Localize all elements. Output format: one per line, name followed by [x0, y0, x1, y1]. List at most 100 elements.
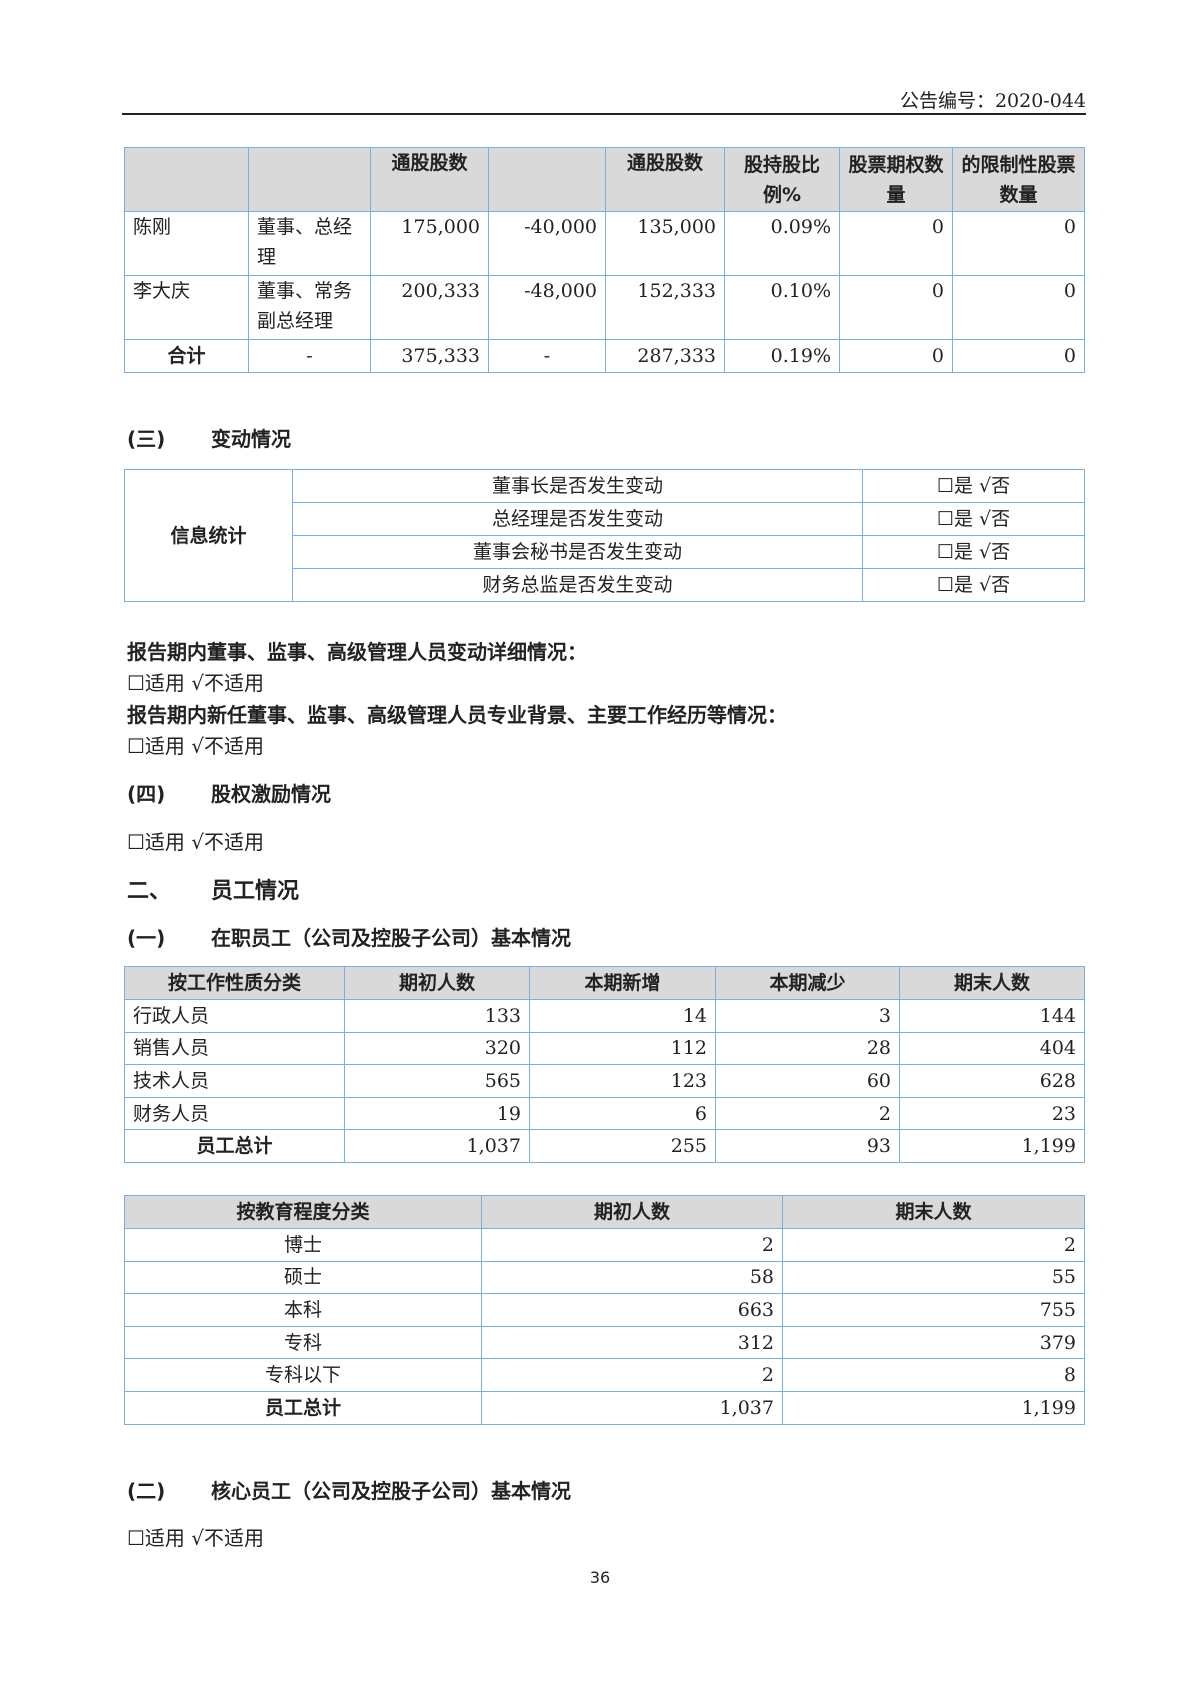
- applicability: ☐适用 √不适用: [127, 830, 265, 854]
- cell: 123: [529, 1064, 716, 1098]
- cell: 23: [899, 1096, 1085, 1131]
- cell: 李大庆: [124, 275, 249, 340]
- section-heading: (二) 核心员工（公司及控股子公司）基本情况: [127, 1475, 571, 1504]
- cell: 合计: [124, 339, 249, 373]
- col-header: 按工作性质分类: [124, 966, 345, 1000]
- cell: 375,333: [370, 339, 489, 373]
- section-number: (四): [127, 782, 166, 806]
- announcement-number: 公告编号：2020-044: [899, 90, 1086, 112]
- table-row: 信息统计 董事长是否发生变动 ☐是 √否: [124, 469, 1085, 602]
- cell: 3: [715, 999, 900, 1033]
- cell: 0: [952, 339, 1085, 373]
- cell: 2: [782, 1228, 1085, 1262]
- table-row: 行政人员 133 14 3 144: [124, 999, 1085, 1033]
- cell: 628: [899, 1064, 1085, 1098]
- table-row: 总经理是否发生变动 ☐是 √否: [125, 502, 1085, 536]
- table-header-row: 按教育程度分类 期初人数 期末人数: [124, 1195, 1085, 1229]
- cell: 总经理是否发生变动: [292, 502, 863, 536]
- cell: 董事、常务副总经理: [248, 275, 371, 340]
- cell: 0: [839, 339, 953, 373]
- education-table: 按教育程度分类 期初人数 期末人数 博士 2 2 硕士 58 55 本科 663 755 专科 312 37…: [124, 1195, 1085, 1425]
- cell: 博士: [124, 1228, 482, 1262]
- cell: -40,000: [488, 211, 606, 276]
- cell: 0: [839, 275, 953, 340]
- col-header: 按教育程度分类: [124, 1195, 482, 1229]
- cell: -: [248, 339, 371, 373]
- detail-title: 报告期内董事、监事、高级管理人员变动详细情况：: [127, 640, 587, 664]
- cell: 2: [481, 1358, 783, 1392]
- table-row: 销售人员 320 112 28 404: [124, 1031, 1085, 1066]
- cell: 144: [899, 999, 1085, 1033]
- table-header-row: 通股股数 通股股数 股持股比例% 股票期权数量 的限制性股票数量: [124, 147, 1085, 212]
- info-stat-label: 信息统计: [124, 469, 293, 602]
- table-row: 专科 312 379: [124, 1325, 1085, 1360]
- cell: 19: [344, 1096, 530, 1131]
- shareholding-table: 通股股数 通股股数 股持股比例% 股票期权数量 的限制性股票数量 陈刚 董事、总…: [124, 147, 1085, 373]
- cell: 技术人员: [124, 1064, 345, 1098]
- cell: 58: [481, 1260, 783, 1295]
- section-number: (三): [127, 427, 166, 451]
- cell: 1,199: [899, 1129, 1085, 1163]
- cell: 专科: [124, 1325, 482, 1360]
- cell: 销售人员: [124, 1031, 345, 1066]
- cell: 财务总监是否发生变动: [292, 568, 863, 602]
- section-number: (二): [127, 1479, 166, 1503]
- part-number: 二、: [127, 879, 172, 904]
- page-number: 36: [589, 1568, 611, 1587]
- cell: -48,000: [488, 275, 606, 340]
- section-heading: (三) 变动情况: [127, 423, 291, 452]
- cell: 152,333: [605, 275, 725, 340]
- cell: 6: [529, 1096, 716, 1131]
- cell: 320: [344, 1031, 530, 1066]
- cell: 0: [952, 211, 1085, 276]
- col-header: 本期新增: [529, 966, 716, 1000]
- col-header: 期初人数: [481, 1195, 783, 1229]
- cell: 董事会秘书是否发生变动: [292, 535, 863, 569]
- cell: 2: [715, 1096, 900, 1131]
- checkbox-yes-no: ☐是 √否: [862, 568, 1085, 602]
- cell: 60: [715, 1064, 900, 1098]
- cell: 755: [782, 1293, 1085, 1327]
- total-row: 员工总计 1,037 1,199: [124, 1390, 1085, 1425]
- col-header: 本期减少: [715, 966, 900, 1000]
- cell: 董事长是否发生变动: [292, 469, 863, 503]
- cell: 255: [529, 1129, 716, 1163]
- cell: 287,333: [605, 339, 725, 373]
- cell: 0.09%: [724, 211, 840, 276]
- col-header: 股持股比例%: [724, 147, 840, 212]
- section-heading: (一) 在职员工（公司及控股子公司）基本情况: [127, 922, 571, 951]
- section-title: 核心员工（公司及控股子公司）基本情况: [211, 1479, 571, 1503]
- col-header: [248, 147, 371, 212]
- cell: 28: [715, 1031, 900, 1066]
- total-row: 合计 - 375,333 - 287,333 0.19% 0 0: [124, 339, 1085, 373]
- cell: 200,333: [370, 275, 489, 340]
- cell: 0.19%: [724, 339, 840, 373]
- cell: 663: [481, 1293, 783, 1327]
- checkbox-yes-no: ☐是 √否: [862, 535, 1085, 569]
- applicability: ☐适用 √不适用: [127, 671, 265, 695]
- cell: 1,037: [481, 1390, 783, 1425]
- total-row: 员工总计 1,037 255 93 1,199: [124, 1129, 1085, 1163]
- col-header: 期初人数: [344, 966, 530, 1000]
- col-header: 期末人数: [782, 1195, 1085, 1229]
- cell: 312: [481, 1325, 783, 1360]
- cell: 8: [782, 1358, 1085, 1392]
- section-number: (一): [127, 926, 166, 950]
- section-heading: (四) 股权激励情况: [127, 778, 331, 807]
- cell: 0.10%: [724, 275, 840, 340]
- checkbox-yes-no: ☐是 √否: [862, 502, 1085, 536]
- cell: 专科以下: [124, 1358, 482, 1392]
- table-row: 本科 663 755: [124, 1293, 1085, 1327]
- header-divider: [122, 113, 1086, 115]
- section-title: 股权激励情况: [211, 782, 331, 806]
- cell: 2: [481, 1228, 783, 1262]
- cell: 14: [529, 999, 716, 1033]
- cell: 员工总计: [124, 1390, 482, 1425]
- cell: 1,037: [344, 1129, 530, 1163]
- cell: 陈刚: [124, 211, 249, 276]
- cell: 55: [782, 1260, 1085, 1295]
- cell: 员工总计: [124, 1129, 345, 1163]
- table-row: 陈刚 董事、总经理 175,000 -40,000 135,000 0.09% …: [124, 211, 1085, 276]
- cell: 本科: [124, 1293, 482, 1327]
- cell: 175,000: [370, 211, 489, 276]
